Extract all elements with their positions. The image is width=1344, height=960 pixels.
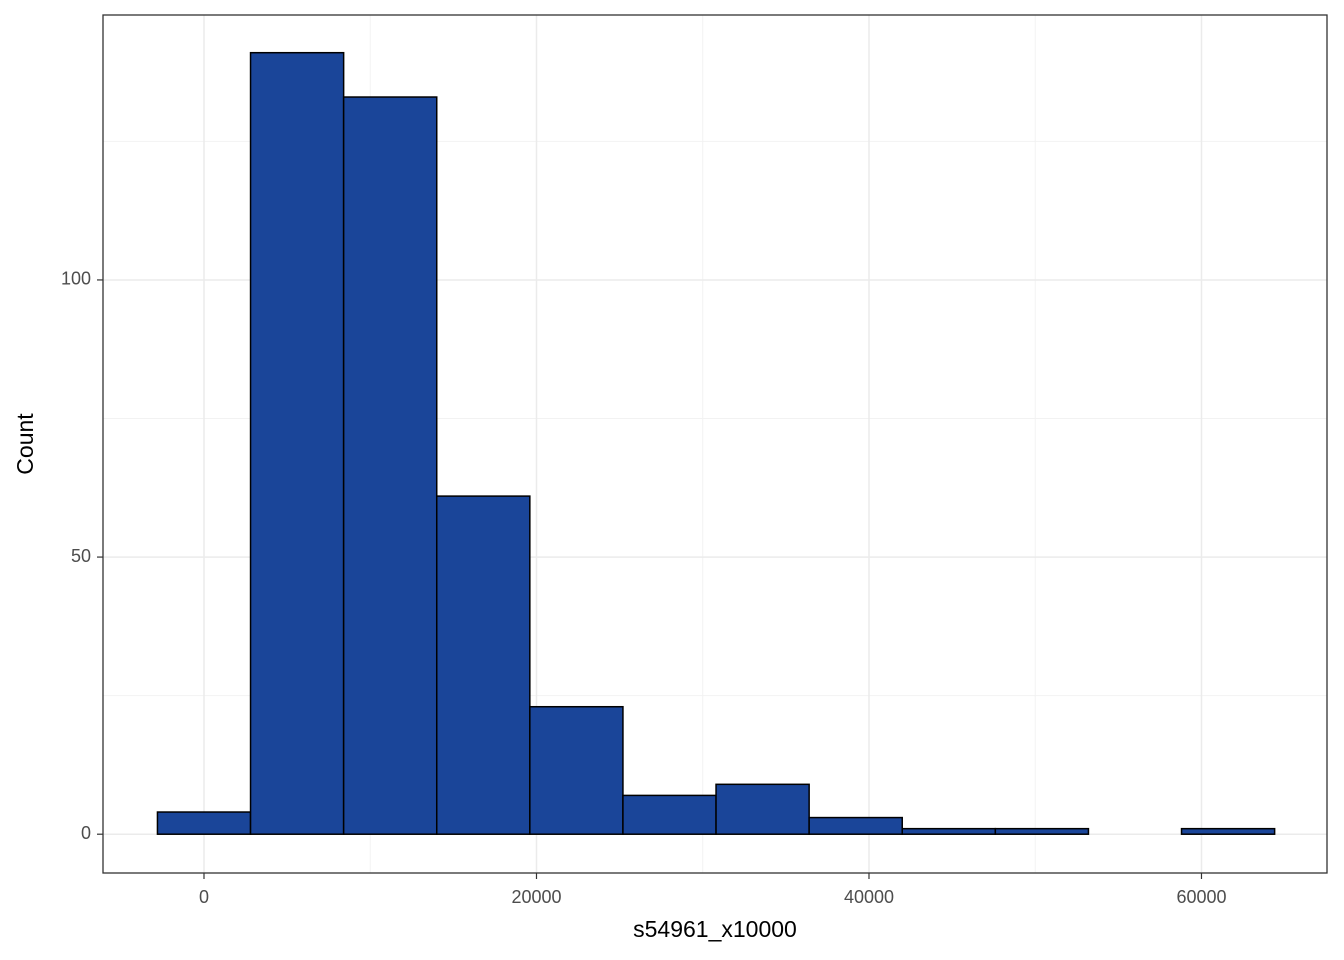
y-axis-title: Count (12, 413, 38, 475)
bar (529, 705, 624, 835)
bar (715, 783, 810, 835)
bar (1180, 827, 1276, 835)
bar (342, 96, 438, 835)
x-tick-label: 20000 (511, 887, 561, 907)
x-tick-label: 0 (199, 887, 209, 907)
bar (994, 827, 1090, 835)
panel-border (102, 14, 1328, 874)
x-axis-title: s54961_x10000 (633, 916, 797, 942)
x-tick-label: 60000 (1176, 887, 1226, 907)
y-tick-label: 100 (61, 269, 91, 289)
y-tick-label: 0 (81, 823, 91, 843)
x-tick-label: 40000 (844, 887, 894, 907)
bar (901, 827, 997, 835)
y-tick-label: 50 (71, 546, 91, 566)
bar (808, 816, 903, 835)
bar (156, 811, 252, 835)
bar (249, 51, 345, 835)
bar (435, 495, 531, 835)
bar (622, 794, 717, 835)
